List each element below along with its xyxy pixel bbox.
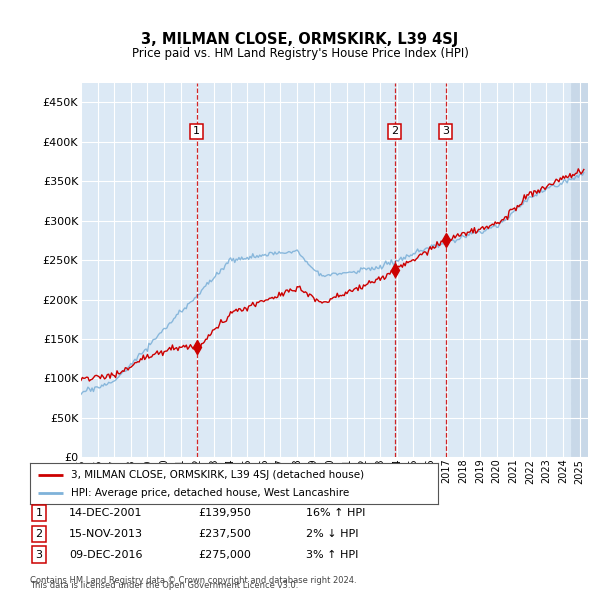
Text: 1: 1 [193,126,200,136]
Text: 3: 3 [35,550,43,559]
Text: £237,500: £237,500 [198,529,251,539]
Text: 3, MILMAN CLOSE, ORMSKIRK, L39 4SJ: 3, MILMAN CLOSE, ORMSKIRK, L39 4SJ [142,32,458,47]
Bar [571,83,600,457]
Text: This data is licensed under the Open Government Licence v3.0.: This data is licensed under the Open Gov… [30,581,298,590]
Text: 2: 2 [35,529,43,539]
Text: £139,950: £139,950 [198,509,251,518]
Text: Price paid vs. HM Land Registry's House Price Index (HPI): Price paid vs. HM Land Registry's House … [131,47,469,60]
Text: £275,000: £275,000 [198,550,251,559]
Text: 14-DEC-2001: 14-DEC-2001 [69,509,143,518]
Text: 3: 3 [442,126,449,136]
Text: 15-NOV-2013: 15-NOV-2013 [69,529,143,539]
Text: 16% ↑ HPI: 16% ↑ HPI [306,509,365,518]
Text: 2% ↓ HPI: 2% ↓ HPI [306,529,359,539]
Text: 09-DEC-2016: 09-DEC-2016 [69,550,143,559]
Text: 1: 1 [35,509,43,518]
Text: 3, MILMAN CLOSE, ORMSKIRK, L39 4SJ (detached house): 3, MILMAN CLOSE, ORMSKIRK, L39 4SJ (deta… [71,470,364,480]
Text: Contains HM Land Registry data © Crown copyright and database right 2024.: Contains HM Land Registry data © Crown c… [30,576,356,585]
Text: 2: 2 [391,126,398,136]
Text: 3% ↑ HPI: 3% ↑ HPI [306,550,358,559]
Text: HPI: Average price, detached house, West Lancashire: HPI: Average price, detached house, West… [71,488,349,498]
